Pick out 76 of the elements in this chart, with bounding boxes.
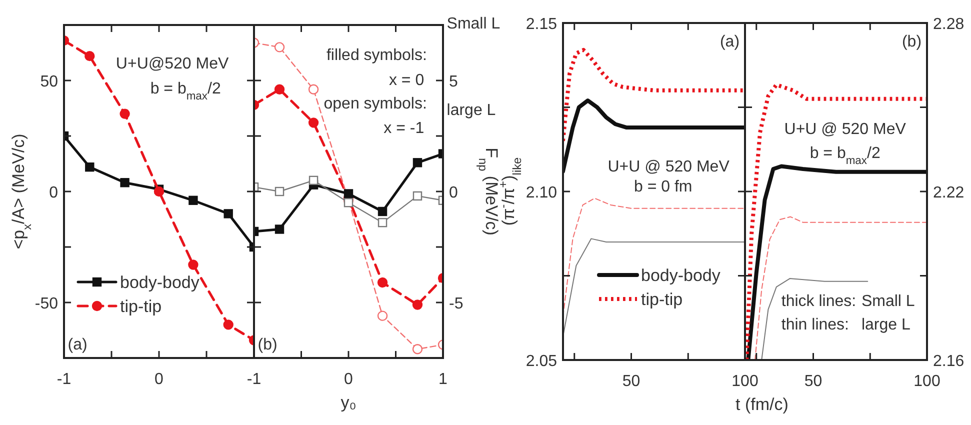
- line-series: [563, 98, 745, 174]
- x-tick-label: -1: [246, 371, 262, 388]
- x-tick-label: 100: [914, 373, 940, 390]
- point: [188, 196, 198, 205]
- point: [308, 176, 318, 185]
- annotation: b = 0 fm: [634, 178, 692, 196]
- x-tick-label: -1: [56, 371, 72, 388]
- point: [84, 50, 95, 62]
- annotation: filled symbols:: [326, 46, 427, 64]
- x-tick-label: 0: [344, 371, 354, 388]
- annotation: Small L: [861, 293, 915, 310]
- legend-label: body-body: [120, 273, 200, 292]
- point: [120, 178, 130, 188]
- point: [412, 344, 423, 354]
- point: [412, 191, 422, 201]
- annotation: b = b$_{max}$/2: [150, 80, 221, 102]
- annotation: (a): [68, 336, 88, 354]
- legend-label: body-body: [641, 266, 721, 285]
- annotation: (a): [720, 34, 740, 51]
- y2-tick-label: 5: [449, 74, 458, 90]
- point: [377, 277, 388, 288]
- y2-tick-label: 0: [449, 184, 458, 202]
- point: [378, 206, 388, 216]
- point: [120, 108, 130, 119]
- x-tick-label: 1: [438, 371, 448, 388]
- x-tick-label: 50: [804, 373, 822, 390]
- point: [378, 218, 388, 228]
- point: [154, 186, 164, 197]
- annotation: large L: [861, 316, 911, 334]
- y2-tick-label: 2.22: [933, 184, 964, 202]
- point: [274, 224, 284, 234]
- x-tick-label: 0: [154, 371, 164, 388]
- y-tick-label: -50: [34, 296, 58, 312]
- annotation: U+U @ 520 MeV: [608, 158, 730, 176]
- text: Small L: [446, 15, 500, 32]
- point: [412, 158, 422, 168]
- annotation: open symbols:: [324, 95, 427, 112]
- point: [223, 320, 234, 330]
- y-tick-label: 2.15: [526, 16, 558, 33]
- point: [308, 118, 319, 128]
- point: [274, 186, 284, 196]
- annotation: x = -1: [384, 120, 424, 138]
- annotation: x = 0: [388, 72, 424, 89]
- x-axis-title: y₀: [340, 393, 356, 412]
- x-tick-label: 100: [732, 373, 758, 390]
- y2-tick-label: 2.28: [933, 16, 964, 33]
- point: [377, 310, 388, 321]
- point: [274, 84, 285, 94]
- y2-tick-label: -5: [449, 296, 464, 312]
- x-axis-title: t (fm/c): [736, 395, 788, 414]
- annotation: U+U @ 520 MeV: [784, 121, 906, 138]
- line-series: [754, 216, 927, 360]
- point: [344, 198, 354, 208]
- annotation: (b): [258, 336, 278, 354]
- annotation: (b): [902, 34, 922, 51]
- point: [274, 42, 285, 52]
- x-tick-label: 50: [622, 373, 640, 390]
- y-tick-label: 2.10: [526, 184, 558, 202]
- annotation: thin lines:: [781, 316, 849, 334]
- y-tick-label: 0: [49, 184, 58, 202]
- point: [308, 84, 319, 94]
- line-series: [746, 164, 927, 360]
- point: [412, 300, 423, 310]
- annotation: b = b$_{max}$/2: [810, 144, 880, 167]
- legend-label: tip-tip: [641, 290, 683, 309]
- legend-label: tip-tip: [120, 297, 162, 316]
- y-tick-label: 2.05: [526, 353, 558, 370]
- y-tick-label: 50: [40, 74, 58, 90]
- point: [188, 260, 198, 270]
- text: large L: [446, 102, 496, 119]
- annotation: U+U@520 MeV: [116, 55, 229, 72]
- point: [224, 209, 233, 218]
- annotation: thick lines:: [781, 293, 856, 310]
- point: [344, 189, 354, 198]
- point: [85, 162, 94, 172]
- y2-tick-label: 2.16: [933, 353, 964, 370]
